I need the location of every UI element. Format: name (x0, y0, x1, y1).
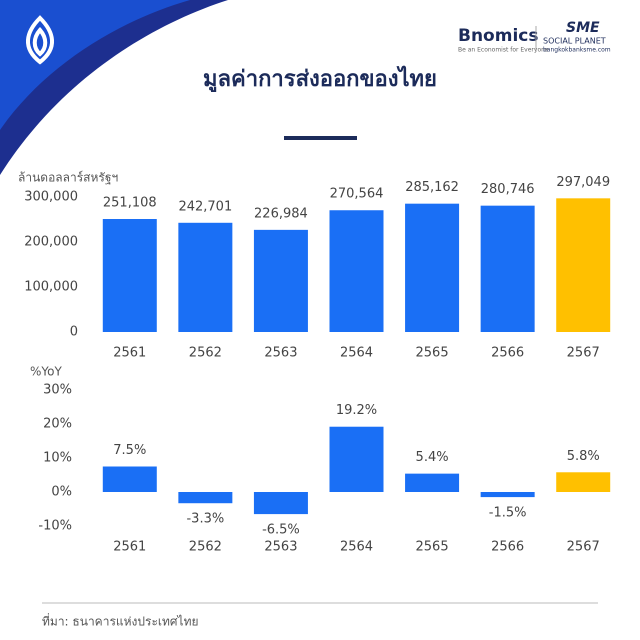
value-label: 5.8% (567, 449, 600, 464)
title-underline (284, 136, 357, 140)
value-label: 297,049 (556, 175, 610, 190)
y-axis-label: ล้านดอลลาร์สหรัฐฯ (18, 171, 118, 185)
corner-swoosh-inner (0, 0, 190, 130)
x-tick-label: 2567 (567, 346, 600, 361)
bar (329, 210, 384, 332)
x-tick-label: 2562 (189, 346, 222, 361)
x-tick-label: 2566 (491, 540, 524, 555)
bar (102, 466, 157, 492)
value-label: -1.5% (489, 506, 527, 521)
partner-url: bangkokbanksme.com (543, 47, 611, 54)
x-tick-label: 2563 (264, 346, 297, 361)
x-tick-label: 2566 (491, 346, 524, 361)
bank-logo (26, 15, 54, 65)
x-tick-label: 2561 (113, 540, 146, 555)
bar (405, 473, 460, 492)
x-tick-label: 2563 (264, 540, 297, 555)
bar (102, 219, 157, 332)
value-label: 280,746 (481, 182, 535, 197)
x-tick-label: 2561 (113, 346, 146, 361)
source: ที่มา: ธนาคารแห่งประเทศไทย (42, 613, 199, 629)
x-tick-label: 2567 (567, 540, 600, 555)
bar (329, 426, 384, 492)
brand-tagline: Be an Economist for Everyone (458, 47, 549, 54)
y-tick-label: 0% (51, 485, 72, 500)
title: มูลค่าการส่งออกของไทย (203, 65, 437, 93)
x-tick-label: 2562 (189, 540, 222, 555)
value-label: 251,108 (103, 196, 157, 211)
y-tick-label: 200,000 (24, 235, 78, 250)
bar (480, 205, 535, 332)
value-label: 270,564 (330, 187, 384, 202)
partner: SME (566, 20, 600, 36)
y-tick-label: 30% (43, 383, 72, 398)
value-label: 226,984 (254, 206, 308, 221)
x-tick-label: 2564 (340, 540, 373, 555)
bar (178, 492, 233, 504)
value-label: 5.4% (416, 450, 449, 465)
bar (556, 472, 611, 492)
bar (253, 229, 308, 332)
value-label: 7.5% (113, 443, 146, 458)
bar (405, 203, 460, 332)
y-tick-label: 0 (70, 325, 78, 340)
bar (253, 492, 308, 515)
x-tick-label: 2565 (416, 540, 449, 555)
bar (556, 198, 611, 332)
value-label: 285,162 (405, 180, 459, 195)
value-label: 19.2% (336, 403, 377, 418)
y-tick-label: 20% (43, 417, 72, 432)
partner-sub: SOCIAL PLANET (543, 37, 606, 46)
x-tick-label: 2565 (416, 346, 449, 361)
bar (480, 492, 535, 498)
y-tick-label: -10% (38, 519, 72, 534)
y-tick-label: 300,000 (24, 190, 78, 205)
y-tick-label: 10% (43, 451, 72, 466)
value-label: -3.3% (186, 512, 224, 527)
bar (178, 222, 233, 332)
y-axis-label: %YoY (30, 365, 62, 379)
value-label: 242,701 (178, 199, 232, 214)
brand: Bnomics (458, 26, 538, 46)
y-tick-label: 100,000 (24, 280, 78, 295)
x-tick-label: 2564 (340, 346, 373, 361)
value-label: -6.5% (262, 523, 300, 538)
